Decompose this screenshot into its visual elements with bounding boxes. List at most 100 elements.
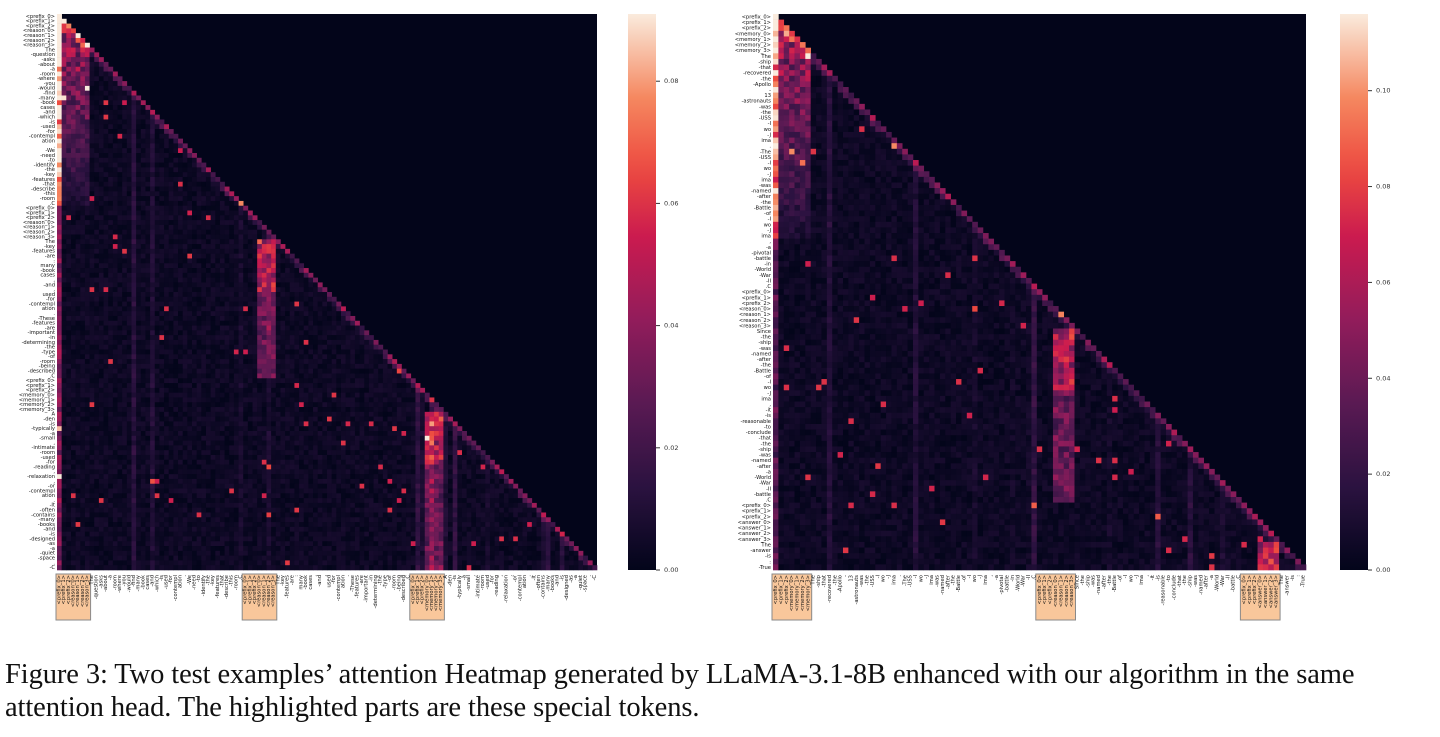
heatmap-cell — [280, 292, 286, 298]
heatmap-cell — [61, 176, 67, 183]
heatmap-cell — [126, 196, 132, 202]
heatmap-cell — [354, 402, 360, 408]
heatmap-cell — [192, 248, 197, 254]
heatmap-cell — [66, 47, 72, 53]
heatmap-cell — [182, 450, 188, 456]
heatmap-cell — [340, 402, 346, 408]
heatmap-cell — [173, 224, 179, 230]
heatmap-cell — [201, 282, 207, 288]
heatmap-cell — [266, 464, 272, 470]
heatmap-cell — [257, 277, 263, 283]
heatmap-cell — [229, 196, 235, 202]
heatmap-cell — [57, 47, 62, 53]
heatmap-cell — [266, 469, 272, 475]
heatmap-cell — [201, 397, 207, 403]
heatmap-cell — [178, 172, 183, 178]
heatmap-cell — [336, 349, 342, 355]
heatmap-cell — [150, 157, 156, 163]
heatmap-cell — [178, 186, 183, 192]
heatmap-cell — [266, 287, 272, 293]
heatmap-cell — [173, 421, 179, 427]
heatmap-cell — [224, 234, 230, 240]
heatmap-cell — [331, 478, 337, 485]
heatmap-cell — [168, 359, 174, 365]
heatmap-cell — [84, 124, 90, 130]
heatmap-cell — [261, 373, 267, 379]
heatmap-cell — [224, 392, 230, 398]
heatmap-cell — [201, 167, 207, 173]
heatmap-cell — [131, 483, 137, 489]
heatmap-cell — [108, 205, 114, 211]
heatmap-cell — [219, 220, 225, 226]
heatmap-cell — [154, 368, 160, 374]
heatmap-cell — [140, 440, 146, 446]
heatmap-cell — [415, 431, 421, 437]
heatmap-cell — [219, 407, 225, 413]
heatmap-cell — [275, 282, 281, 288]
heatmap-cell — [70, 474, 76, 480]
heatmap-cell — [252, 440, 258, 446]
heatmap-cell — [280, 354, 286, 360]
heatmap-cell — [75, 268, 81, 274]
heatmap-cell — [354, 421, 360, 427]
heatmap-cell — [196, 248, 202, 254]
heatmap-cell — [57, 129, 62, 135]
heatmap-cell — [238, 411, 244, 417]
heatmap-cell — [70, 81, 76, 87]
heatmap-cell — [443, 426, 449, 432]
heatmap-cell — [145, 349, 151, 355]
heatmap-cell — [126, 100, 132, 106]
heatmap-cell — [364, 383, 370, 389]
heatmap-cell — [205, 282, 211, 288]
heatmap-cell — [168, 234, 174, 240]
heatmap-cell — [89, 114, 95, 120]
heatmap-cell — [136, 162, 142, 168]
heatmap-cell — [299, 431, 305, 437]
heatmap-cell — [327, 368, 332, 374]
heatmap-cell — [164, 224, 170, 230]
heatmap-cell — [187, 354, 193, 360]
heatmap-cell — [159, 191, 165, 197]
heatmap-cell — [126, 311, 132, 317]
heatmap-cell — [154, 330, 160, 336]
heatmap-cell — [373, 402, 379, 408]
heatmap-cell — [368, 387, 374, 393]
heatmap-cell — [61, 153, 67, 159]
heatmap-cell — [159, 320, 165, 326]
heatmap-cell — [84, 66, 90, 72]
heatmap-cell — [57, 431, 62, 437]
heatmap-cell — [322, 306, 328, 312]
heatmap-cell — [145, 215, 151, 221]
heatmap-cell — [327, 440, 332, 446]
heatmap-cell — [196, 354, 202, 360]
heatmap-cell — [61, 224, 67, 230]
heatmap-cell — [122, 215, 128, 221]
heatmap-cell — [201, 469, 207, 475]
heatmap-cell — [122, 200, 128, 207]
heatmap-cell — [196, 320, 202, 326]
heatmap-cell — [168, 133, 174, 139]
heatmap-cell — [126, 483, 132, 489]
heatmap-cell — [354, 373, 360, 379]
heatmap-cell — [89, 373, 95, 379]
heatmap-cell — [164, 440, 170, 446]
heatmap-cell — [229, 359, 235, 365]
heatmap-cell — [173, 205, 179, 211]
heatmap-cell — [224, 450, 230, 456]
heatmap-cell — [364, 330, 370, 336]
heatmap-cell — [313, 416, 318, 422]
heatmap-cell — [252, 431, 258, 437]
heatmap-cell — [70, 368, 76, 374]
heatmap-cell — [61, 148, 67, 154]
heatmap-cell — [192, 306, 197, 312]
heatmap-cell — [66, 210, 72, 216]
heatmap-cell — [136, 205, 142, 211]
heatmap-cell — [168, 258, 174, 264]
heatmap-cell — [98, 172, 104, 178]
heatmap-cell — [182, 176, 188, 183]
heatmap-cell — [154, 229, 160, 235]
heatmap-cell — [66, 464, 72, 470]
heatmap-cell — [136, 258, 142, 264]
heatmap-cell — [131, 148, 137, 154]
heatmap-cell — [84, 157, 90, 163]
